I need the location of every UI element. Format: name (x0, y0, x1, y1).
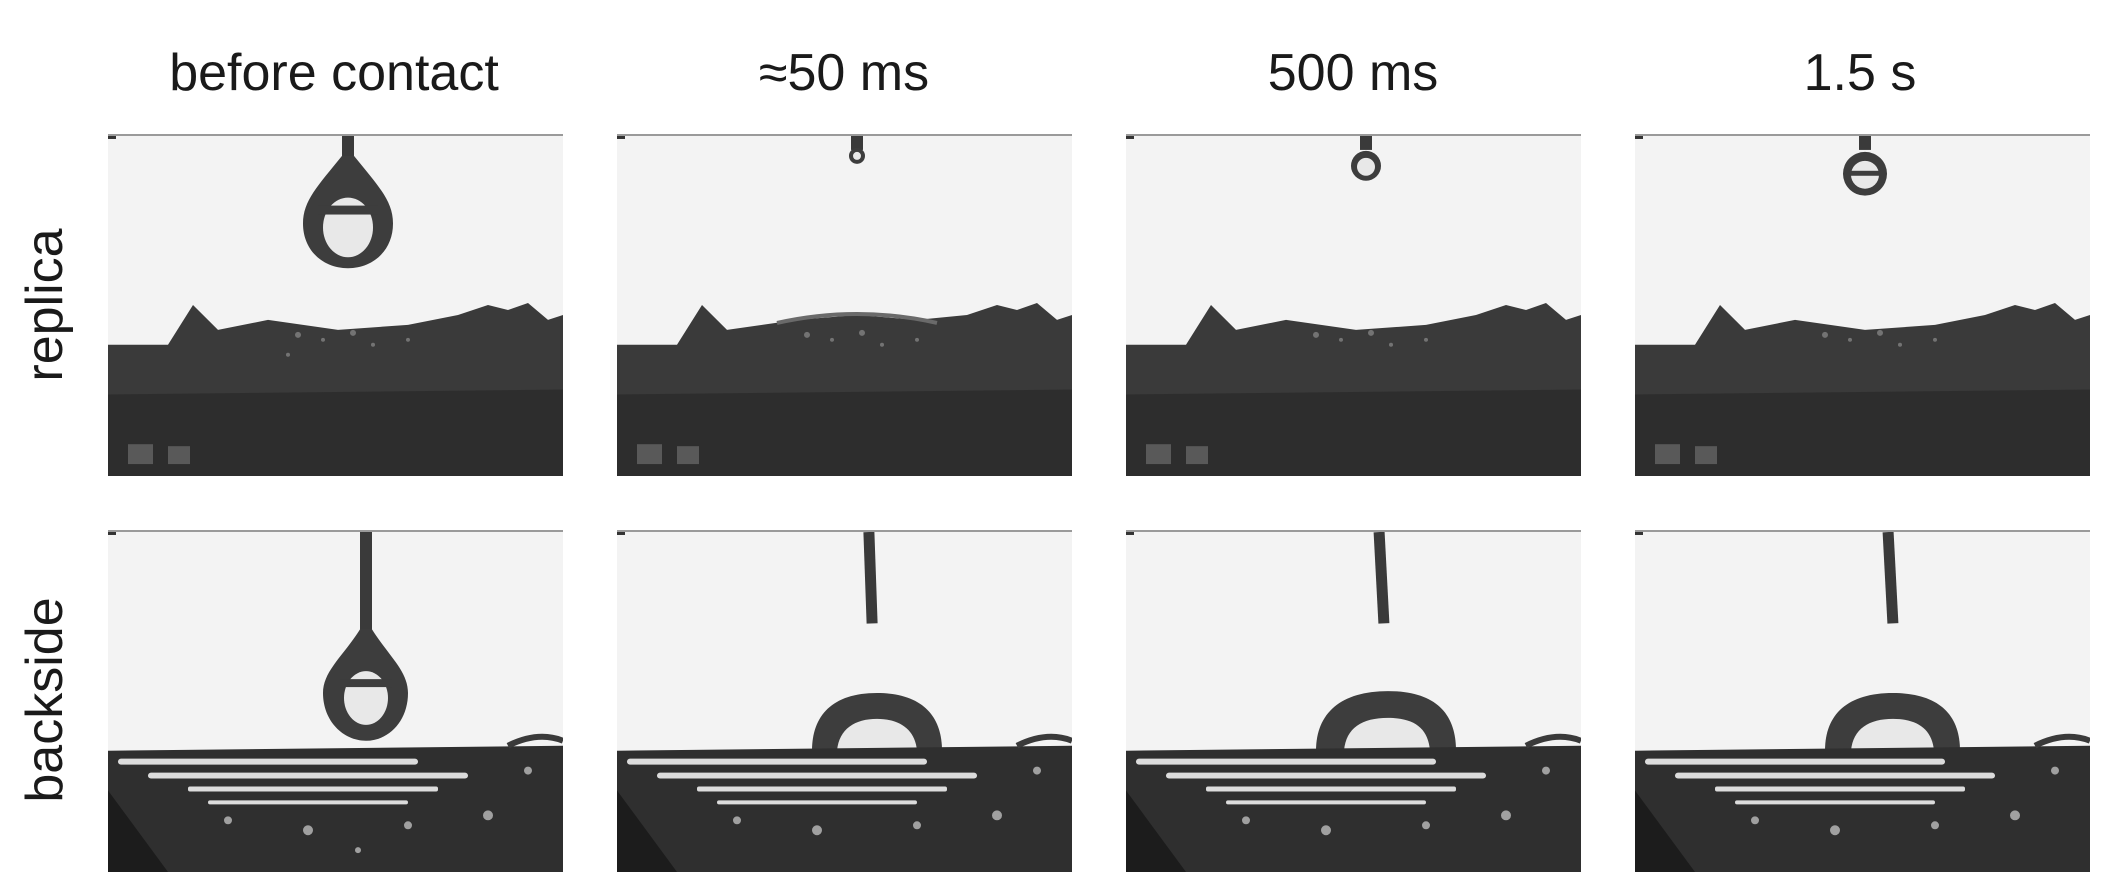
photo-backside-500ms (1126, 530, 1581, 872)
photo-replica-1-5s (1635, 134, 2090, 476)
column-label-50ms: ≈50 ms (758, 44, 930, 102)
column-label-1-5s: 1.5 s (1803, 44, 1917, 102)
photo-replica-50ms (617, 134, 1072, 476)
row-label-replica-text: replica (16, 228, 74, 382)
row-label-backside: backside (10, 530, 80, 870)
photo-backside-50ms (617, 530, 1072, 872)
column-label-500ms: 500 ms (1267, 44, 1439, 102)
photo-backside-before-contact (108, 530, 563, 872)
row-label-backside-text: backside (16, 597, 74, 803)
column-label-before-contact: before contact (169, 44, 499, 102)
photo-replica-before-contact (108, 134, 563, 476)
photo-backside-1-5s (1635, 530, 2090, 872)
row-label-replica: replica (10, 135, 80, 475)
photo-replica-500ms (1126, 134, 1581, 476)
